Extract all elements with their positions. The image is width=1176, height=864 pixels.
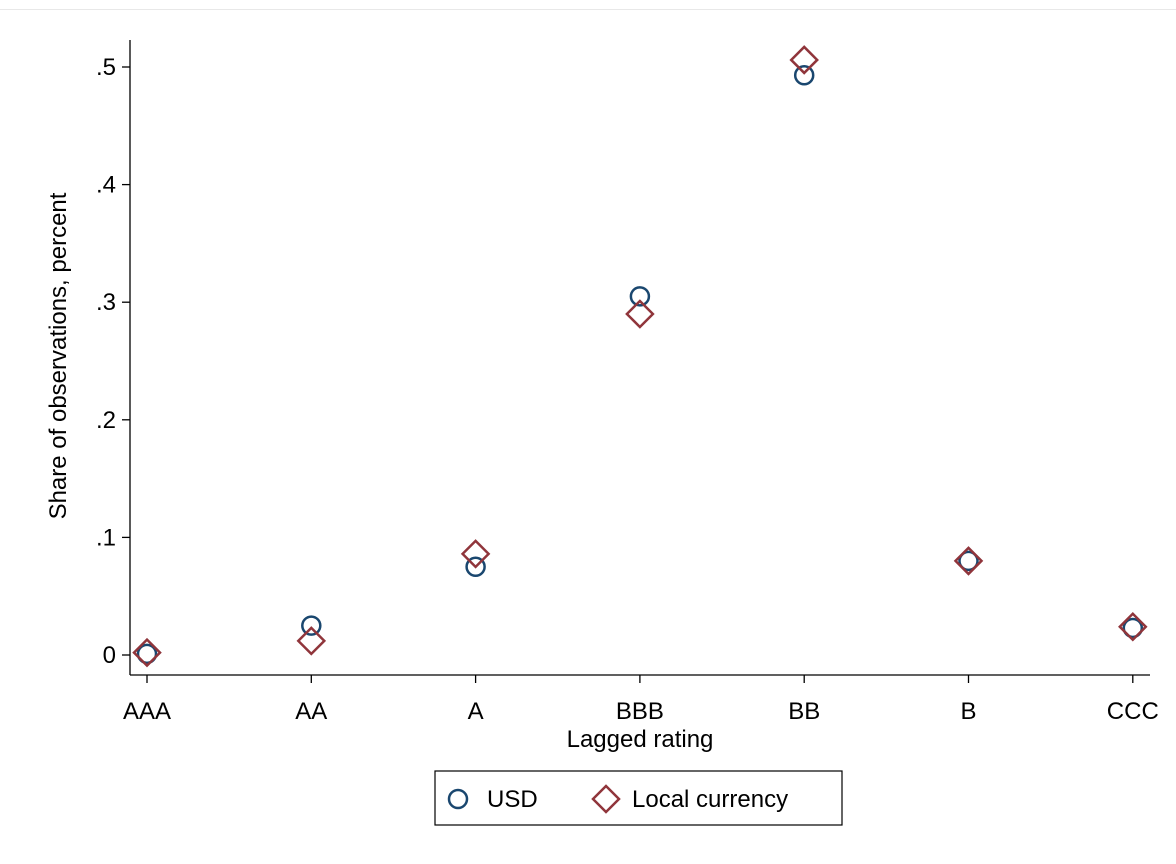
top-border xyxy=(0,0,1176,10)
x-tick-label: A xyxy=(468,698,484,725)
usd-point xyxy=(301,615,322,636)
x-axis-title: Lagged rating xyxy=(567,726,714,753)
x-tick-label: B xyxy=(960,698,976,725)
usd-point xyxy=(629,286,651,307)
local-currency-point xyxy=(625,299,655,329)
local-currency-point xyxy=(789,45,819,75)
y-tick-label: 0 xyxy=(103,642,116,669)
axes-layer xyxy=(129,40,1150,676)
local-currency-point xyxy=(953,546,984,576)
x-tick-label: AAA xyxy=(123,698,171,725)
y-tick-label: .2 xyxy=(96,407,116,434)
y-tick-label: .4 xyxy=(96,172,116,199)
usd-point xyxy=(958,550,979,572)
local-currency-point xyxy=(1118,612,1148,642)
usd-point xyxy=(793,64,815,86)
legend-local-currency-marker xyxy=(591,784,621,814)
y-ticks: 0 .1 .2 .3 .4 .5 xyxy=(96,54,130,669)
x-tick-label: BB xyxy=(788,698,820,725)
x-tick-label: AA xyxy=(295,698,327,725)
usd-point xyxy=(465,556,486,578)
local-currency-point xyxy=(460,539,491,569)
x-ticks: AAA AA A BBB BB B CCC xyxy=(123,675,1159,725)
legend-local-currency-label: Local currency xyxy=(632,786,788,813)
legend: USD Local currency xyxy=(434,770,843,826)
local-currency-point xyxy=(132,637,162,668)
legend-box xyxy=(434,770,843,826)
y-tick-label: .3 xyxy=(96,289,116,316)
data-points xyxy=(132,45,1148,668)
usd-point xyxy=(136,643,158,665)
y-tick-label: .5 xyxy=(96,54,116,81)
legend-usd-marker xyxy=(447,788,469,810)
x-tick-label: CCC xyxy=(1107,698,1159,725)
x-tick-label: BBB xyxy=(616,698,664,725)
legend-usd-label: USD xyxy=(487,786,538,813)
local-currency-point xyxy=(296,626,327,656)
usd-point xyxy=(1122,617,1144,639)
y-tick-label: .1 xyxy=(96,524,116,551)
y-axis-title: Share of observations, percent xyxy=(45,192,72,519)
